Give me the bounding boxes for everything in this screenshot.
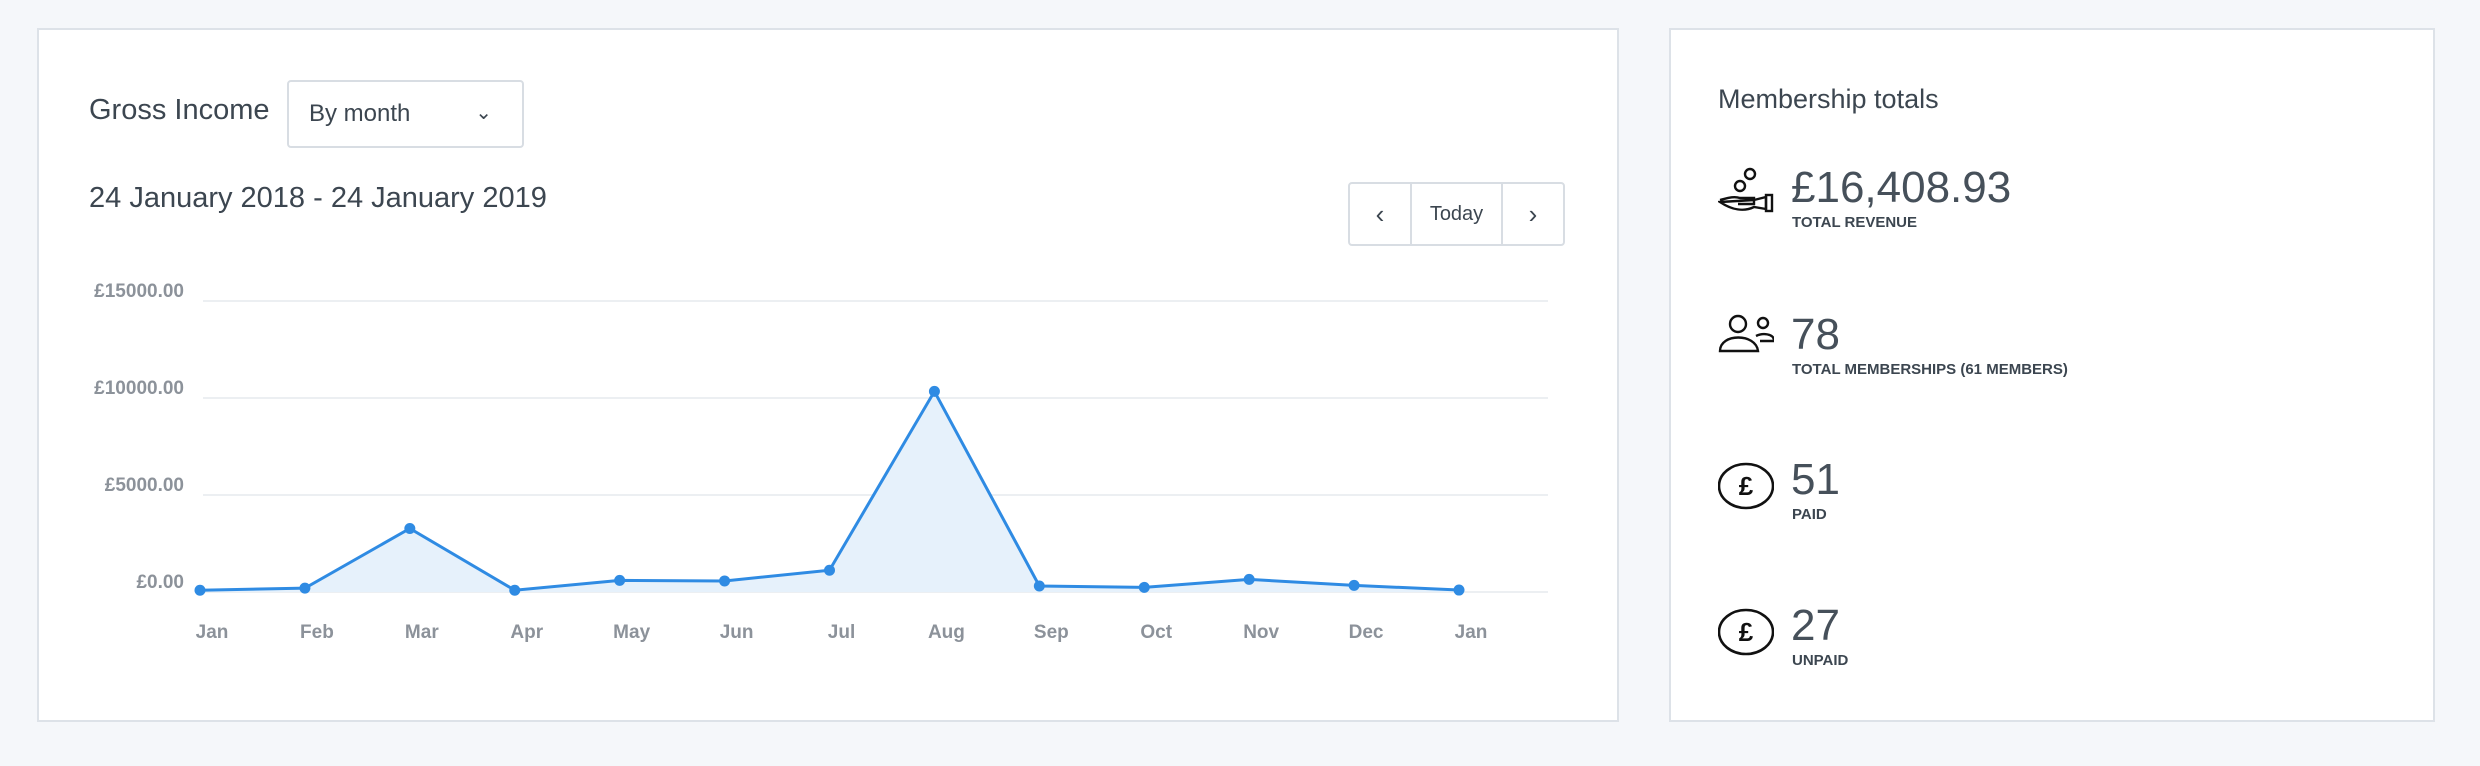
y-tick-label: £0.00 [136, 572, 184, 593]
x-tick-label: May [613, 622, 650, 643]
data-point [1453, 584, 1465, 596]
series-area [200, 391, 1459, 592]
stat-paid: £ 51 PAID [1718, 456, 2418, 556]
stat-total-revenue: £16,408.93 TOTAL REVENUE [1718, 164, 2418, 264]
today-button[interactable]: Today [1410, 184, 1503, 244]
stat-label: UNPAID [1792, 652, 1849, 669]
next-button[interactable]: › [1503, 184, 1563, 244]
data-point [194, 584, 206, 596]
stat-value: 78 [1791, 310, 1840, 359]
pound-circle-icon: £ [1718, 608, 1774, 656]
data-point [299, 582, 311, 594]
data-point [1243, 573, 1255, 585]
data-point [928, 385, 940, 397]
x-tick-label: Mar [405, 622, 439, 643]
x-tick-label: Jun [720, 622, 754, 643]
data-point [719, 575, 731, 587]
x-tick-label: Oct [1140, 622, 1172, 643]
stat-label: TOTAL REVENUE [1792, 214, 1918, 231]
income-chart: £0.00 £5000.00 £10000.00 £15000.00 Jan Feb Mar… [94, 281, 1548, 643]
stat-label: TOTAL MEMBERSHIPS (61 MEMBERS) [1792, 361, 2068, 378]
data-point [509, 584, 521, 596]
hand-coins-icon [1718, 167, 1774, 213]
data-point [1348, 579, 1360, 591]
data-point [404, 522, 416, 534]
x-tick-label: Nov [1243, 622, 1279, 643]
data-point [1033, 580, 1045, 592]
y-tick-label: £5000.00 [105, 475, 184, 496]
x-tick-label: Jan [1455, 622, 1488, 643]
chevron-down-icon: ⌄ [475, 102, 492, 124]
x-tick-label: Apr [510, 622, 543, 643]
period-select[interactable]: By month ⌄ [287, 80, 524, 148]
membership-totals-card: Membership totals £16,408.93 TOTAL REVEN… [1669, 28, 2435, 722]
chevron-right-icon: › [1528, 198, 1538, 229]
gross-income-title: Gross Income [89, 94, 270, 126]
x-tick-label: Jan [196, 622, 229, 643]
x-tick-label: Sep [1034, 622, 1069, 643]
data-point [1138, 581, 1150, 593]
svg-text:£: £ [1739, 617, 1754, 647]
date-nav: ‹ Today › [1348, 182, 1565, 246]
stat-total-memberships: 78 TOTAL MEMBERSHIPS (61 MEMBERS) [1718, 311, 2418, 411]
svg-text:£: £ [1739, 471, 1754, 501]
stat-unpaid: £ 27 UNPAID [1718, 602, 2418, 702]
gross-income-card: Gross Income By month ⌄ 24 January 2018 … [37, 28, 1619, 722]
y-tick-label: £15000.00 [94, 281, 184, 302]
period-select-value: By month [309, 100, 411, 127]
users-icon [1718, 314, 1774, 353]
stat-value: 51 [1791, 455, 1840, 504]
y-tick-label: £10000.00 [94, 378, 184, 399]
pound-circle-icon: £ [1718, 462, 1774, 510]
data-point [824, 564, 835, 576]
stat-value: 27 [1791, 601, 1840, 650]
stat-label: PAID [1792, 506, 1827, 523]
x-tick-label: Jul [828, 622, 855, 643]
x-tick-label: Aug [928, 622, 965, 643]
prev-button[interactable]: ‹ [1350, 184, 1410, 244]
chevron-left-icon: ‹ [1375, 198, 1385, 229]
x-tick-label: Feb [300, 622, 334, 643]
x-tick-label: Dec [1349, 622, 1384, 643]
data-point [614, 574, 626, 586]
membership-totals-title: Membership totals [1718, 84, 1939, 114]
date-range: 24 January 2018 - 24 January 2019 [89, 182, 547, 214]
stat-value: £16,408.93 [1791, 163, 2012, 212]
